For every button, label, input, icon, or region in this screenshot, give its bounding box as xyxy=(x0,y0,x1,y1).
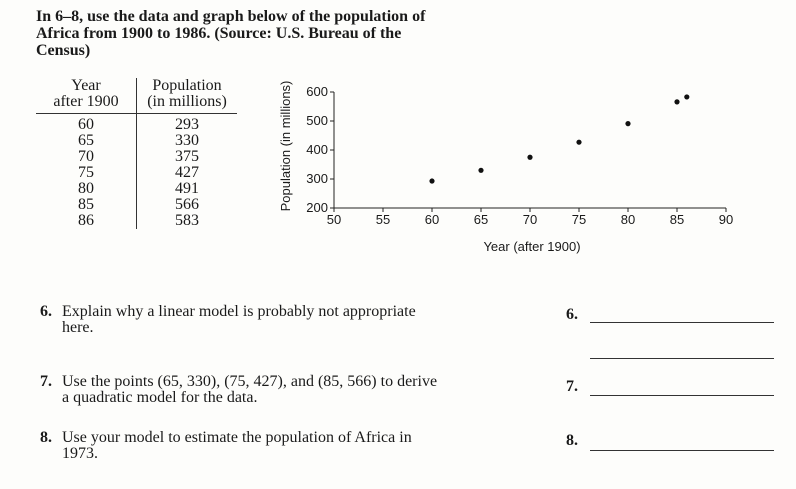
data-point xyxy=(576,139,582,145)
table-row: 75 427 xyxy=(36,165,237,181)
population-table: Year after 1900 Population (in millions)… xyxy=(36,78,237,229)
x-tick-label: 90 xyxy=(719,212,733,227)
x-tick-label: 55 xyxy=(376,212,390,227)
table-row: 70 375 xyxy=(36,149,237,165)
data-point xyxy=(429,178,435,184)
intro-text: In 6–8, use the data and graph below of … xyxy=(36,8,426,59)
population-scatter-chart: Population (in millions) Year (after 190… xyxy=(278,81,733,254)
x-axis-label: Year (after 1900) xyxy=(483,239,580,254)
answer-label-8: 8. xyxy=(566,432,578,449)
x-tick-label: 65 xyxy=(474,212,488,227)
answer-line-6[interactable] xyxy=(590,322,774,323)
answer-label-6: 6. xyxy=(566,306,578,323)
question-8: 8. Use your model to estimate the popula… xyxy=(40,429,412,462)
answer-line-6b[interactable] xyxy=(590,358,774,359)
y-tick-label: 500 xyxy=(306,113,328,128)
x-tick-label: 70 xyxy=(523,212,537,227)
y-tick-label: 200 xyxy=(306,200,328,215)
table-row: 65 330 xyxy=(36,133,237,149)
data-point xyxy=(527,154,533,160)
data-point xyxy=(674,99,680,105)
data-point xyxy=(478,167,484,173)
x-tick-label: 80 xyxy=(621,212,635,227)
x-tick-label: 50 xyxy=(327,212,341,227)
table-row: 86 583 xyxy=(36,213,237,229)
data-point xyxy=(684,94,690,100)
answer-line-8[interactable] xyxy=(590,450,774,451)
year-header: Year after 1900 xyxy=(36,78,137,114)
table-row: 85 566 xyxy=(36,197,237,213)
x-tick-label: 85 xyxy=(670,212,684,227)
y-tick-label: 600 xyxy=(306,84,328,99)
question-7: 7. Use the points (65, 330), (75, 427), … xyxy=(40,373,438,406)
table-row: 60 293 xyxy=(36,113,237,133)
answer-label-7: 7. xyxy=(566,378,578,395)
x-tick-label: 60 xyxy=(425,212,439,227)
y-tick-label: 300 xyxy=(306,171,328,186)
y-axis-label: Population (in millions) xyxy=(278,81,293,212)
answer-line-7[interactable] xyxy=(590,395,774,396)
data-point xyxy=(625,121,631,127)
x-tick-label: 75 xyxy=(572,212,586,227)
table-row: 80 491 xyxy=(36,181,237,197)
population-header: Population (in millions) xyxy=(136,78,237,114)
question-6: 6. Explain why a linear model is probabl… xyxy=(40,303,416,336)
y-tick-label: 400 xyxy=(306,142,328,157)
